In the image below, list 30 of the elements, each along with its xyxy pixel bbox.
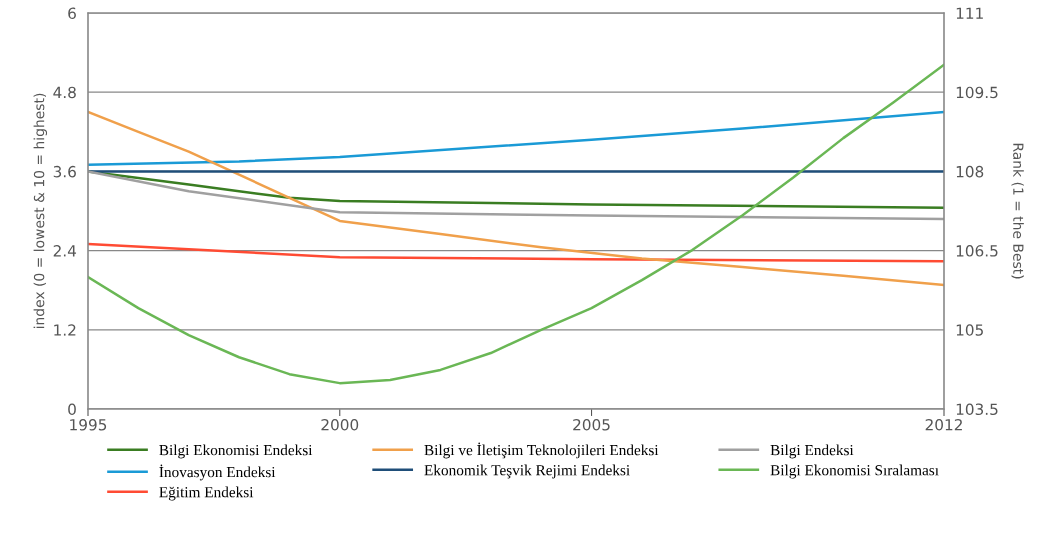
y2-tick-label: 103.5 bbox=[956, 403, 998, 416]
x-tick-label: 2012 bbox=[925, 418, 962, 431]
y2-tick-label: 109.5 bbox=[956, 86, 998, 99]
legend-label: İnovasyon Endeksi bbox=[159, 464, 276, 481]
line-series bbox=[88, 63, 944, 385]
x-tick-label: 1995 bbox=[70, 418, 107, 431]
y-tick-label: 0 bbox=[68, 403, 76, 416]
y2-axis-title: Rank (1 = the Best) bbox=[1011, 143, 1024, 279]
y-tick-label: 4.8 bbox=[53, 86, 76, 99]
legend-label: Bilgi Ekonomisi Endeksi bbox=[159, 444, 313, 459]
y2-tick-label: 111 bbox=[956, 7, 983, 19]
line-series bbox=[88, 110, 944, 167]
legend-label: Eğitim Endeksi bbox=[159, 486, 254, 501]
y2-tick-label: 106.5 bbox=[956, 245, 998, 257]
y2-tick-label: 108 bbox=[956, 165, 984, 178]
x-tick-label: 2000 bbox=[321, 418, 359, 431]
line-series bbox=[88, 242, 944, 263]
line-series bbox=[88, 110, 944, 287]
y2-tick-label: 105 bbox=[956, 324, 983, 336]
line-series bbox=[88, 170, 944, 221]
x-tick-label: 2005 bbox=[573, 418, 610, 431]
legend-label: Bilgi ve İletişim Teknolojileri Endeksi bbox=[424, 442, 659, 459]
legend-label: Ekonomik Teşvik Rejimi Endeksi bbox=[424, 464, 630, 479]
y-tick-label: 1.2 bbox=[54, 324, 76, 336]
y-axis-title: index (0 = lowest & 10 = highest) bbox=[33, 93, 48, 329]
legend-label: Bilgi Ekonomisi Sıralaması bbox=[770, 464, 939, 479]
legend-label: Bilgi Endeksi bbox=[770, 444, 854, 459]
y-tick-label: 6 bbox=[68, 7, 76, 20]
y-tick-label: 2.4 bbox=[53, 245, 77, 257]
y-tick-label: 3.6 bbox=[53, 165, 76, 178]
